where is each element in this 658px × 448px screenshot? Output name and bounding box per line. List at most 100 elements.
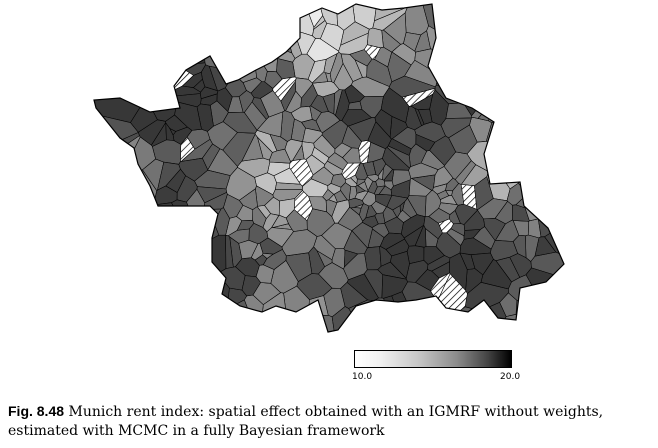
district-cell — [199, 284, 226, 315]
district-cell — [552, 85, 564, 109]
district-cell — [137, 256, 163, 284]
district-cell — [477, 198, 508, 220]
district-cell — [296, 273, 333, 300]
district-cell — [533, 118, 548, 132]
district-cell — [342, 147, 361, 164]
district-cell — [508, 100, 528, 129]
district-cell — [518, 119, 537, 137]
district-cell — [480, 90, 500, 103]
district-cell — [539, 137, 556, 152]
district-cell — [583, 99, 658, 164]
district-cell — [333, 190, 348, 203]
district-cell — [378, 185, 393, 196]
district-cell — [414, 30, 431, 53]
district-cell — [557, 73, 564, 119]
district-cell — [440, 51, 478, 74]
district-cell — [499, 292, 518, 317]
district-cell — [423, 216, 443, 240]
district-cell — [280, 110, 295, 142]
district-cell — [94, 182, 111, 257]
district-cell — [529, 163, 564, 193]
district-cell — [486, 73, 503, 95]
district-cell — [445, 102, 473, 119]
district-cell — [157, 161, 181, 191]
district-cell — [242, 50, 255, 60]
district-cell — [465, 80, 484, 96]
district-cell — [417, 108, 433, 125]
district-cell — [483, 75, 495, 92]
district-cell — [98, 135, 141, 173]
district-cell — [232, 38, 247, 59]
district-cell — [337, 207, 363, 231]
district-cell — [200, 4, 269, 35]
district-cell — [393, 344, 443, 345]
district-cell — [448, 124, 478, 155]
district-cell — [478, 38, 537, 67]
district-cell — [560, 195, 564, 212]
district-cell — [308, 196, 327, 213]
district-cell — [531, 112, 545, 121]
district-cell — [117, 310, 203, 332]
district-cell — [94, 28, 171, 101]
district-cell — [94, 227, 115, 305]
district-cell — [528, 126, 551, 145]
district-cell — [170, 234, 192, 260]
district-cell — [334, 142, 353, 158]
district-cell — [229, 316, 267, 332]
district-cell — [281, 229, 318, 257]
district-cell — [529, 142, 551, 158]
district-cell — [94, 4, 172, 92]
district-cell — [183, 279, 215, 313]
district-cell — [343, 230, 368, 255]
district-cell — [380, 87, 410, 123]
district-cell — [524, 205, 549, 222]
district-cell — [322, 92, 335, 115]
district-cell — [201, 234, 227, 273]
district-cell — [456, 70, 471, 89]
district-cell — [500, 126, 518, 156]
district-cell — [320, 23, 345, 52]
district-cell — [516, 128, 532, 151]
district-cell — [254, 21, 279, 45]
district-cell — [543, 110, 564, 129]
district-cell — [271, 28, 295, 49]
district-cell — [365, 297, 389, 332]
district-cell — [223, 44, 237, 72]
district-cell — [460, 54, 484, 84]
figure-caption: Fig. 8.48 Munich rent index: spatial eff… — [8, 402, 653, 441]
district-cell — [382, 12, 407, 45]
district-cell — [130, 290, 199, 332]
district-cell — [513, 57, 532, 87]
district-cell — [348, 117, 377, 142]
legend-min-label: 10.0 — [352, 372, 373, 382]
district-cell — [335, 89, 350, 121]
district-cell — [310, 166, 334, 186]
district-cell — [323, 287, 346, 318]
district-cell — [390, 250, 410, 279]
district-cell — [94, 277, 141, 332]
district-cell — [498, 78, 520, 100]
district-cell — [501, 147, 534, 172]
district-cell — [241, 275, 261, 297]
figure-caption-text: Munich rent index: spatial effect obtain… — [8, 404, 604, 439]
district-cell — [94, 34, 146, 123]
district-cell — [174, 101, 202, 131]
district-cell — [298, 340, 354, 345]
district-cell — [396, 319, 425, 332]
district-cell — [530, 251, 564, 290]
district-cell — [367, 27, 384, 49]
district-cell — [523, 301, 564, 332]
district-cell — [94, 150, 129, 197]
munich-district-map — [93, 3, 658, 345]
district-cell — [262, 252, 274, 259]
district-cell — [542, 94, 559, 111]
district-cell — [471, 67, 487, 93]
district-cell — [256, 111, 284, 138]
district-cell — [325, 199, 338, 217]
district-cell — [485, 317, 546, 332]
district-cell — [169, 127, 177, 136]
district-cell — [311, 71, 329, 84]
district-cell — [590, 130, 658, 219]
district-cell — [158, 260, 188, 297]
district-cell — [152, 139, 182, 165]
